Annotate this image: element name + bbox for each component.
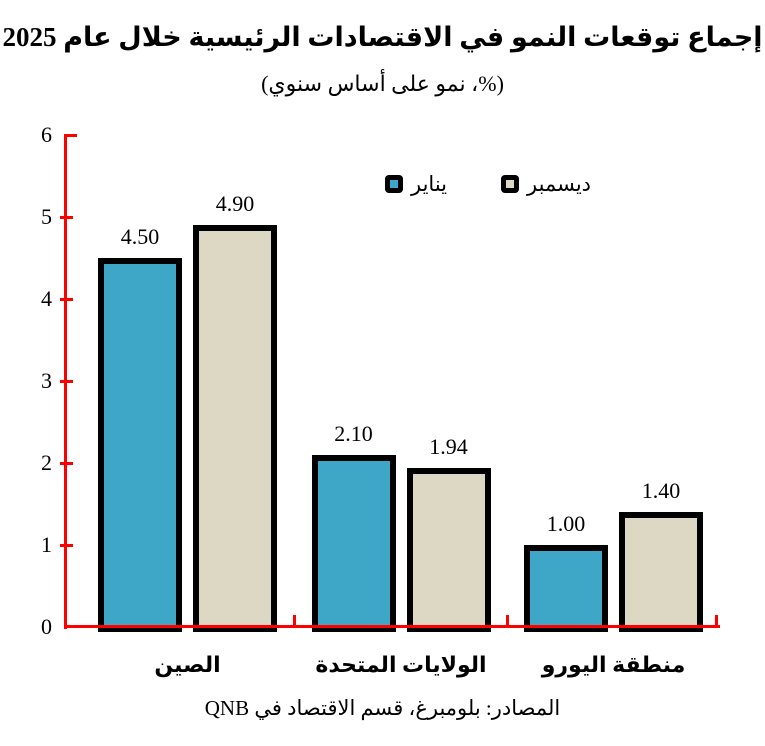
chart-title: إجماع توقعات النمو في الاقتصادات الرئيسي… [2, 22, 763, 52]
y-axis-tick [60, 379, 73, 383]
legend-marker-ديسمبر [501, 175, 520, 193]
y-axis-tick-label: 5 [41, 204, 52, 229]
legend-marker-fill [390, 180, 398, 188]
y-axis-tick [60, 215, 73, 219]
y-axis-tick-label: 1 [41, 532, 52, 557]
legend-marker-يناير [385, 175, 403, 193]
bar-value-label: 4.50 [120, 224, 160, 249]
legend-item-ديسمبر: ديسمبر [501, 173, 591, 195]
bar-يناير-منطقة اليورو [524, 545, 608, 632]
category-label-منطقة اليورو: منطقة اليورو [541, 652, 686, 677]
bar-يناير-الولايات المتحدة [311, 454, 396, 632]
y-axis-tick [60, 297, 73, 301]
legend: يناير ديسمبر [385, 173, 591, 195]
y-axis-tick [60, 543, 73, 547]
category-label-الولايات المتحدة: الولايات المتحدة [315, 652, 487, 677]
legend-label: ديسمبر [527, 172, 592, 196]
bar-ديسمبر-منطقة اليورو [619, 512, 703, 632]
y-axis-tick-label: 3 [41, 368, 52, 393]
x-axis-tick [505, 615, 509, 626]
legend-item-يناير: يناير [385, 173, 447, 195]
bar-value-label: 2.10 [334, 420, 373, 446]
bar-ديسمبر-الولايات المتحدة [406, 467, 491, 632]
bar-value-label: 1.00 [546, 511, 586, 536]
bar-value-label: 4.90 [215, 191, 255, 217]
chart-subtitle: (%، نمو على أساس سنوي) [261, 71, 504, 96]
category-label-الصين: الصين [154, 652, 221, 677]
legend-marker-fill [506, 180, 515, 188]
source-note: المصادر: بلومبرغ، قسم الاقتصاد في QNB [204, 696, 561, 720]
bar-value-label: 1.94 [429, 433, 468, 459]
x-axis-end-tick [715, 615, 718, 626]
bar-يناير-الصين [98, 258, 182, 632]
y-axis-tick-label: 6 [41, 122, 52, 147]
legend-label: يناير [411, 172, 448, 196]
bar-ديسمبر-الصين [193, 225, 277, 632]
y-axis-tick-label: 4 [41, 286, 52, 311]
plot-area: يناير ديسمبر 4.50 4.90 2.10 1.94 1.00 1.40 [60, 134, 720, 632]
y-axis-tick [65, 134, 77, 137]
y-axis-tick-label: 0 [41, 614, 52, 639]
y-axis-tick-label: 2 [41, 450, 52, 475]
x-axis-tick [292, 615, 296, 626]
x-axis-line [64, 625, 720, 628]
y-axis-tick [60, 461, 73, 465]
bar-value-label: 1.40 [641, 478, 681, 504]
